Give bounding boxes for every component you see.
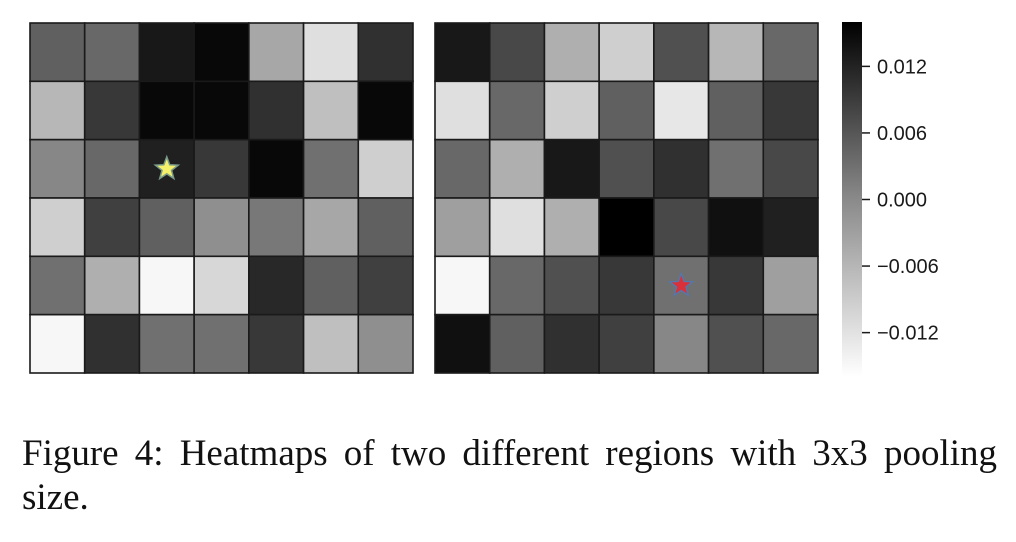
figure-caption: Figure 4: Heatmaps of two different regi… [22, 432, 997, 520]
heatmap-left-cell-r4-c6 [358, 256, 413, 314]
heatmap-right-cell-r0-c1 [490, 23, 545, 81]
figure: 0.012 0.006 0.000 −0.006 −0.012 [0, 0, 1016, 400]
heatmap-left-cell-r3-c4 [249, 198, 304, 256]
heatmap-left-cell-r5-c5 [304, 315, 359, 373]
heatmap-left-cell-r0-c1 [85, 23, 140, 81]
heatmap-left-cell-r1-c0 [30, 81, 85, 139]
heatmap-right-cell-r4-c5 [709, 256, 764, 314]
heatmap-left [30, 23, 413, 373]
heatmap-right-cell-r2-c2 [544, 140, 599, 198]
heatmap-right-cell-r4-c1 [490, 256, 545, 314]
heatmap-left-cell-r5-c0 [30, 315, 85, 373]
heatmap-right-cell-r2-c6 [763, 140, 818, 198]
colorbar-tick-label-4: −0.012 [877, 323, 939, 345]
heatmap-right-cell-r5-c4 [654, 315, 709, 373]
heatmap-right-cell-r4-c6 [763, 256, 818, 314]
heatmap-left-cell-r1-c6 [358, 81, 413, 139]
heatmap-right-cell-r2-c0 [435, 140, 490, 198]
heatmap-right-cell-r2-c4 [654, 140, 709, 198]
heatmap-right-cell-r5-c1 [490, 315, 545, 373]
heatmap-right-cell-r3-c0 [435, 198, 490, 256]
heatmap-right-cell-r3-c3 [599, 198, 654, 256]
heatmap-right-cell-r3-c6 [763, 198, 818, 256]
heatmap-right-cell-r3-c1 [490, 198, 545, 256]
heatmap-left-cell-r3-c0 [30, 198, 85, 256]
heatmap-left-cell-r0-c4 [249, 23, 304, 81]
heatmap-left-cell-r1-c2 [139, 81, 194, 139]
colorbar-tick-label-1: 0.006 [877, 123, 927, 145]
heatmap-left-cell-r2-c5 [304, 140, 359, 198]
heatmap-left-cell-r3-c2 [139, 198, 194, 256]
heatmap-left-cell-r3-c5 [304, 198, 359, 256]
heatmap-right-cell-r1-c2 [544, 81, 599, 139]
colorbar-tick-label-3: −0.006 [877, 256, 939, 278]
colorbar-tick-label-0: 0.012 [877, 56, 927, 78]
heatmap-left-cell-r4-c0 [30, 256, 85, 314]
heatmap-left-cell-r0-c2 [139, 23, 194, 81]
heatmap-right-cell-r1-c4 [654, 81, 709, 139]
heatmap-right-cell-r5-c2 [544, 315, 599, 373]
heatmap-left-cell-r0-c3 [194, 23, 249, 81]
heatmap-figure: 0.012 0.006 0.000 −0.006 −0.012 [0, 0, 1016, 400]
heatmap-left-cell-r2-c4 [249, 140, 304, 198]
heatmap-right-cell-r4-c3 [599, 256, 654, 314]
heatmap-right-cell-r1-c6 [763, 81, 818, 139]
heatmap-left-cell-r3-c1 [85, 198, 140, 256]
heatmap-left-cell-r2-c0 [30, 140, 85, 198]
heatmap-right-cell-r2-c3 [599, 140, 654, 198]
heatmap-left-cell-r4-c4 [249, 256, 304, 314]
colorbar-ticks: 0.012 0.006 0.000 −0.006 −0.012 [862, 56, 939, 344]
heatmap-left-cell-r4-c3 [194, 256, 249, 314]
heatmap-left-cell-r2-c6 [358, 140, 413, 198]
heatmap-left-cell-r5-c1 [85, 315, 140, 373]
heatmap-left-cell-r1-c1 [85, 81, 140, 139]
heatmap-right-cell-r3-c5 [709, 198, 764, 256]
heatmap-left-cell-r1-c4 [249, 81, 304, 139]
heatmap-right-cell-r5-c6 [763, 315, 818, 373]
heatmap-right-cell-r0-c5 [709, 23, 764, 81]
heatmap-right-cell-r0-c2 [544, 23, 599, 81]
heatmap-right-cell-r0-c6 [763, 23, 818, 81]
heatmap-left-cell-r1-c5 [304, 81, 359, 139]
heatmap-right-cell-r5-c0 [435, 315, 490, 373]
heatmap-right-cell-r5-c3 [599, 315, 654, 373]
heatmap-left-cell-r0-c6 [358, 23, 413, 81]
heatmap-right-cell-r0-c4 [654, 23, 709, 81]
colorbar-tick-label-2: 0.000 [877, 190, 927, 212]
heatmap-right-cell-r3-c2 [544, 198, 599, 256]
heatmap-left-cell-r5-c2 [139, 315, 194, 373]
colorbar [842, 22, 862, 377]
heatmap-right-cell-r3-c4 [654, 198, 709, 256]
heatmap-right-cell-r0-c3 [599, 23, 654, 81]
heatmap-left-cell-r4-c5 [304, 256, 359, 314]
heatmap-right-cell-r4-c2 [544, 256, 599, 314]
heatmap-left-cell-r0-c0 [30, 23, 85, 81]
heatmap-right-cell-r1-c1 [490, 81, 545, 139]
heatmap-right-cell-r1-c5 [709, 81, 764, 139]
heatmap-left-cell-r1-c3 [194, 81, 249, 139]
heatmap-right-cell-r0-c0 [435, 23, 490, 81]
heatmap-right-cell-r1-c0 [435, 81, 490, 139]
heatmap-left-cell-r3-c3 [194, 198, 249, 256]
heatmap-right-cell-r5-c5 [709, 315, 764, 373]
heatmap-left-cell-r2-c1 [85, 140, 140, 198]
heatmap-right [435, 23, 818, 373]
heatmap-left-cell-r0-c5 [304, 23, 359, 81]
heatmap-right-cell-r4-c0 [435, 256, 490, 314]
heatmap-left-cell-r5-c4 [249, 315, 304, 373]
heatmap-left-cell-r5-c3 [194, 315, 249, 373]
heatmap-right-cell-r2-c5 [709, 140, 764, 198]
heatmap-left-cell-r2-c3 [194, 140, 249, 198]
heatmap-left-cell-r4-c1 [85, 256, 140, 314]
heatmap-left-cell-r3-c6 [358, 198, 413, 256]
heatmap-left-cell-r4-c2 [139, 256, 194, 314]
heatmap-right-cell-r1-c3 [599, 81, 654, 139]
colorbar-gradient [842, 22, 862, 377]
heatmap-left-cell-r5-c6 [358, 315, 413, 373]
heatmap-right-cell-r2-c1 [490, 140, 545, 198]
